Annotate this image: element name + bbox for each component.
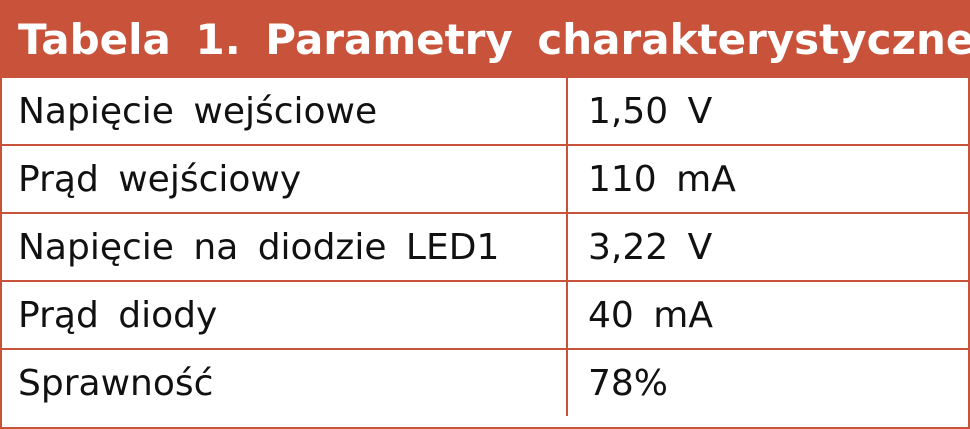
parameter-name: Prąd wejściowy	[2, 144, 568, 214]
parameter-value: 78%	[566, 348, 968, 416]
table-row: Prąd diody 40 mA	[2, 280, 968, 350]
parameter-value: 1,50 V	[566, 78, 968, 146]
parameter-value: 3,22 V	[566, 212, 968, 282]
parameter-name: Napięcie na diodzie LED1	[2, 212, 568, 282]
parameter-value: 110 mA	[566, 144, 968, 214]
parameter-name: Napięcie wejściowe	[2, 78, 568, 146]
table-row: Prąd wejściowy 110 mA	[2, 144, 968, 214]
parameter-value: 40 mA	[566, 280, 968, 350]
parameter-name: Prąd diody	[2, 280, 568, 350]
table-title: Tabela 1. Parametry charakterystyczne	[2, 2, 970, 78]
table-row: Napięcie wejściowe 1,50 V	[2, 78, 968, 146]
parameter-name: Sprawność	[2, 348, 568, 416]
table-row: Sprawność 78%	[2, 348, 968, 416]
table-row: Napięcie na diodzie LED1 3,22 V	[2, 212, 968, 282]
table: Napięcie wejściowe 1,50 V Prąd wejściowy 11…	[2, 78, 968, 416]
